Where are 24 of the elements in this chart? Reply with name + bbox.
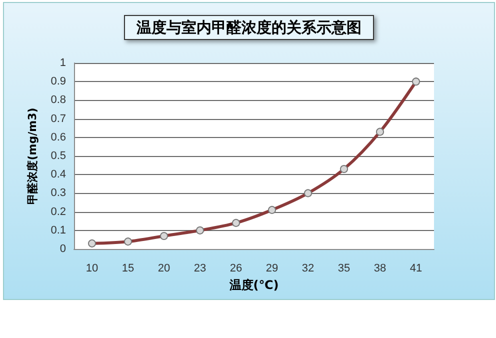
y-tick-label: 0.6: [50, 131, 66, 144]
x-tick-label: 10: [86, 262, 98, 274]
x-tick-label: 20: [158, 262, 170, 274]
y-tick-label: 0.9: [50, 76, 66, 88]
y-tick-label: 0.5: [50, 150, 66, 162]
y-axis-title: 甲醛浓度(mg/m3): [26, 108, 39, 204]
x-tick-label: 38: [374, 262, 386, 274]
x-tick-label: 26: [230, 262, 242, 274]
x-tick-label: 29: [266, 262, 278, 274]
x-axis-title: 温度(℃): [228, 278, 279, 292]
x-tick-label: 35: [338, 262, 350, 274]
y-tick-label: 0.3: [50, 187, 66, 200]
y-tick-label: 0.1: [50, 224, 66, 236]
x-tick-label: 23: [194, 262, 206, 274]
x-tick-label: 41: [410, 262, 422, 274]
x-tick-label: 32: [302, 262, 314, 274]
y-tick-label: 0.8: [50, 94, 66, 106]
y-tick-label: 1: [60, 57, 66, 69]
y-tick-label: 0.2: [50, 206, 66, 218]
x-tick-label: 15: [122, 262, 134, 274]
y-tick-label: 0.7: [50, 112, 66, 125]
chart-title: 温度与室内甲醛浓度的关系示意图: [136, 18, 362, 36]
y-tick-label: 0.4: [50, 168, 66, 181]
y-tick-label: 0: [60, 243, 66, 255]
